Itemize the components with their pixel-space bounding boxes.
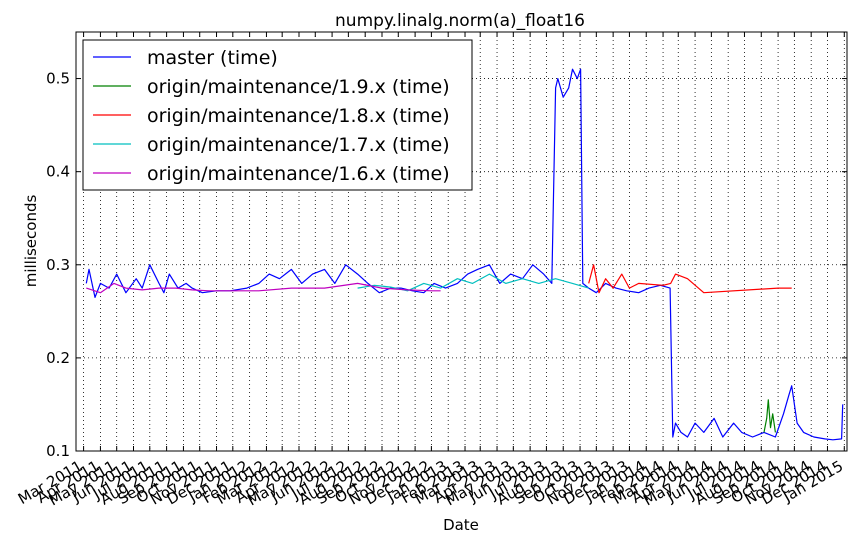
y-axis-label: milliseconds — [22, 195, 40, 288]
y-tick-label: 0.4 — [46, 163, 70, 181]
series-line-0 — [85, 68, 844, 441]
y-tick-label: 0.2 — [46, 349, 70, 367]
series-line-2 — [588, 264, 792, 294]
y-axis: 0.1 0.2 0.3 0.4 0.5 — [46, 70, 847, 460]
legend: master (time) origin/maintenance/1.9.x (t… — [82, 39, 473, 191]
chart-title: numpy.linalg.norm(a)_float16 — [335, 11, 585, 31]
series-line-4 — [86, 282, 441, 294]
legend-label: origin/maintenance/1.7.x (time) — [147, 134, 450, 156]
y-tick-label: 0.3 — [46, 256, 70, 274]
y-tick-label: 0.1 — [46, 442, 70, 460]
legend-label: origin/maintenance/1.9.x (time) — [147, 76, 450, 98]
legend-label: origin/maintenance/1.6.x (time) — [147, 163, 450, 185]
legend-label: origin/maintenance/1.8.x (time) — [147, 105, 450, 127]
plot-frame — [75, 31, 848, 452]
x-axis-label: Date — [443, 516, 479, 534]
series-group — [85, 68, 844, 441]
legend-box — [82, 39, 473, 191]
y-tick-label: 0.5 — [46, 70, 70, 88]
series-line-3 — [357, 273, 589, 292]
series-line-1 — [763, 399, 776, 433]
legend-label: master (time) — [147, 47, 278, 69]
